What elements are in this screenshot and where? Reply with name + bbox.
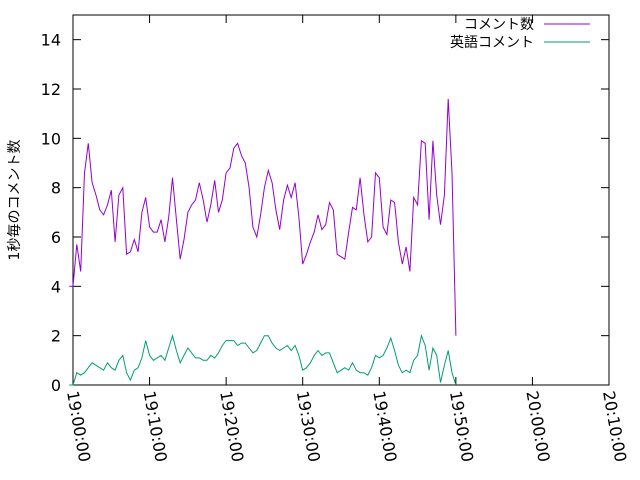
series-line-1 <box>69 98 457 336</box>
y-tick-label: 8 <box>51 179 61 198</box>
plot-border <box>72 14 610 386</box>
y-tick-label: 14 <box>41 31 61 50</box>
y-tick-label: 6 <box>51 228 61 247</box>
y-tick-label: 4 <box>51 277 61 296</box>
plot-frame <box>72 14 610 386</box>
y-axis-ticks: 0 2 4 6 8 10 12 14 <box>41 31 609 395</box>
y-tick-label: 2 <box>51 327 61 346</box>
legend-label: 英語コメント <box>450 34 534 51</box>
y-tick-label: 10 <box>41 129 61 148</box>
y-tick-label: 0 <box>51 376 61 395</box>
y-tick-label: 12 <box>41 80 61 99</box>
series-line-2 <box>69 333 457 386</box>
series-lines <box>69 98 457 386</box>
y-axis-label: 1秒毎のコメント数 <box>7 140 23 261</box>
legend-label: コメント数 <box>464 17 534 33</box>
